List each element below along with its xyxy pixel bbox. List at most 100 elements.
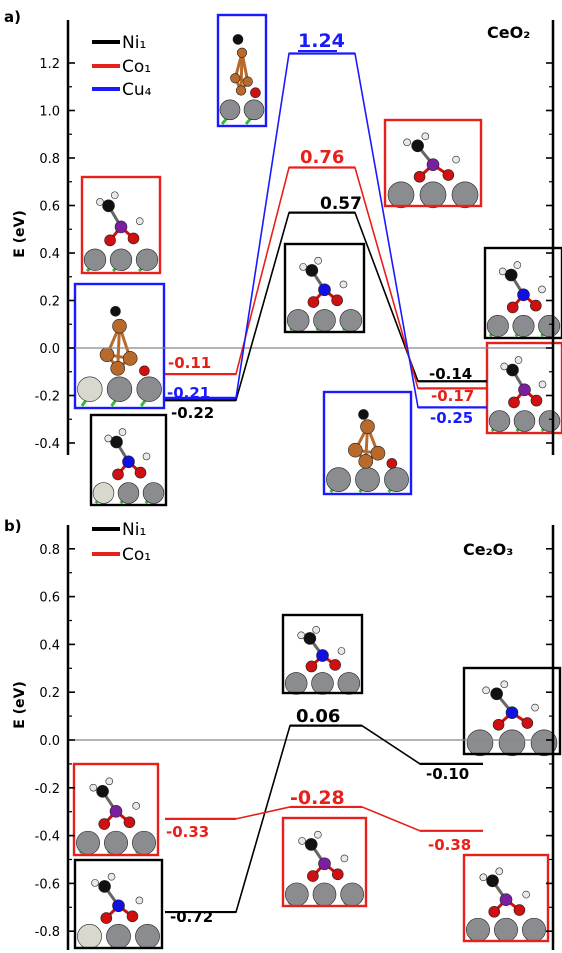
structure-box [281, 816, 368, 908]
cerium-atom [286, 309, 310, 332]
structure-box [89, 413, 168, 507]
cerium-atom [132, 830, 156, 855]
oxygen-atom [98, 818, 111, 830]
y-tick-label: 0.2 [39, 295, 60, 310]
copper-atom [110, 361, 126, 376]
legend-label: Ni₁ [122, 33, 146, 53]
copper-atom [360, 419, 375, 434]
panel-subtitle: Ce₂O₃ [463, 540, 513, 559]
structure-frame [281, 613, 364, 695]
hydrogen-atom [132, 802, 140, 810]
y-tick-label: 0.6 [39, 200, 60, 215]
structure-frame [73, 282, 166, 410]
oxygen-atom [139, 365, 150, 377]
series-ni: -0.22 0.57 -0.14 [165, 194, 487, 422]
cerium-atom [494, 917, 518, 942]
cerium-atom [466, 729, 494, 757]
carbon-atom [486, 874, 499, 888]
energy-value-label: -0.38 [428, 836, 471, 854]
oxygen-atom [331, 868, 344, 881]
hydrogen-atom [482, 686, 490, 695]
y-tick-label: 0.8 [39, 152, 60, 167]
oxygen-atom [331, 294, 343, 307]
legend-label: Cu₄ [122, 80, 152, 100]
cerium-atom [284, 672, 308, 695]
hydrogen-atom [452, 155, 460, 164]
carbon-atom [504, 268, 518, 282]
metal-atom [517, 288, 530, 302]
copper-atom [242, 76, 253, 87]
y-tick-label: 1.2 [39, 57, 60, 72]
structure-frame [283, 242, 366, 334]
legend-label: Ni₁ [122, 520, 146, 540]
cerium-atom [77, 376, 103, 402]
hydrogen-atom [135, 217, 144, 225]
carbon-atom [490, 687, 503, 701]
oxygen-atom [305, 660, 318, 673]
oxygen-atom [104, 234, 116, 247]
structure-box [485, 341, 562, 435]
series-co: -0.11 0.76 -0.17 [165, 147, 487, 405]
cerium-atom [142, 482, 165, 504]
hydrogen-atom [339, 280, 348, 289]
y-tick-label: -0.4 [35, 437, 60, 452]
structure-box [462, 853, 550, 943]
copper-atom [122, 351, 138, 366]
cerium-atom [513, 410, 536, 432]
panel-a: -0.4 -0.2 0.0 0.2 0.4 0.6 0.8 1.0 1.2 E (eV) a) CeO… [4, 8, 562, 507]
structure-frame [73, 858, 164, 950]
structure-box [73, 858, 164, 950]
carbon-atom [110, 435, 123, 449]
energy-value-label: 0.57 [320, 194, 362, 214]
y-tick-label: -0.8 [35, 925, 60, 940]
cerium-atom [419, 181, 447, 209]
cerium-atom [339, 309, 363, 332]
cerium-atom [512, 315, 535, 337]
hydrogen-atom [104, 434, 113, 443]
cerium-atom [135, 248, 159, 271]
cerium-atom [486, 315, 509, 337]
structure-box [281, 613, 364, 695]
structure-box [73, 282, 166, 410]
structure-box [216, 13, 268, 128]
carbon-atom [304, 838, 318, 851]
structure-box [80, 175, 162, 275]
energy-value-label: -0.72 [170, 908, 213, 926]
cerium-atom [538, 315, 561, 337]
copper-atom [236, 47, 248, 58]
oxygen-atom [521, 717, 534, 729]
carbon-atom [358, 409, 369, 420]
carbon-atom [110, 305, 121, 317]
structure-box [483, 246, 562, 340]
cerium-atom [384, 467, 409, 492]
metal-atom [505, 706, 519, 720]
structure-box [462, 666, 562, 757]
hydrogen-atom [135, 896, 144, 905]
oxygen-atom [127, 232, 140, 245]
cerium-atom [522, 917, 546, 942]
oxygen-atom [530, 299, 542, 312]
oxygen-atom [442, 169, 455, 181]
carbon-atom [102, 199, 115, 213]
hydrogen-atom [531, 703, 539, 712]
metal-atom [426, 158, 440, 172]
hydrogen-atom [118, 428, 127, 436]
cerium-atom [117, 482, 140, 504]
cerium-atom [109, 248, 133, 271]
carbon-atom [303, 632, 317, 645]
cerium-atom [355, 467, 380, 492]
cerium-atom [104, 830, 128, 855]
series-ni: -0.72 0.06 -0.10 [165, 706, 483, 926]
energy-value-label: -0.28 [290, 787, 345, 809]
hydrogen-atom [514, 356, 523, 364]
hydrogen-atom [110, 191, 119, 200]
panel-label: b) [4, 517, 22, 535]
structure-box [72, 762, 160, 857]
oxygen-atom [508, 396, 520, 409]
cerium-atom [76, 830, 100, 855]
cerium-atom [77, 924, 102, 949]
y-tick-label: 0.0 [39, 734, 60, 749]
oxygen-atom [134, 466, 147, 479]
hydrogen-atom [403, 138, 411, 147]
carbon-atom [506, 363, 519, 377]
